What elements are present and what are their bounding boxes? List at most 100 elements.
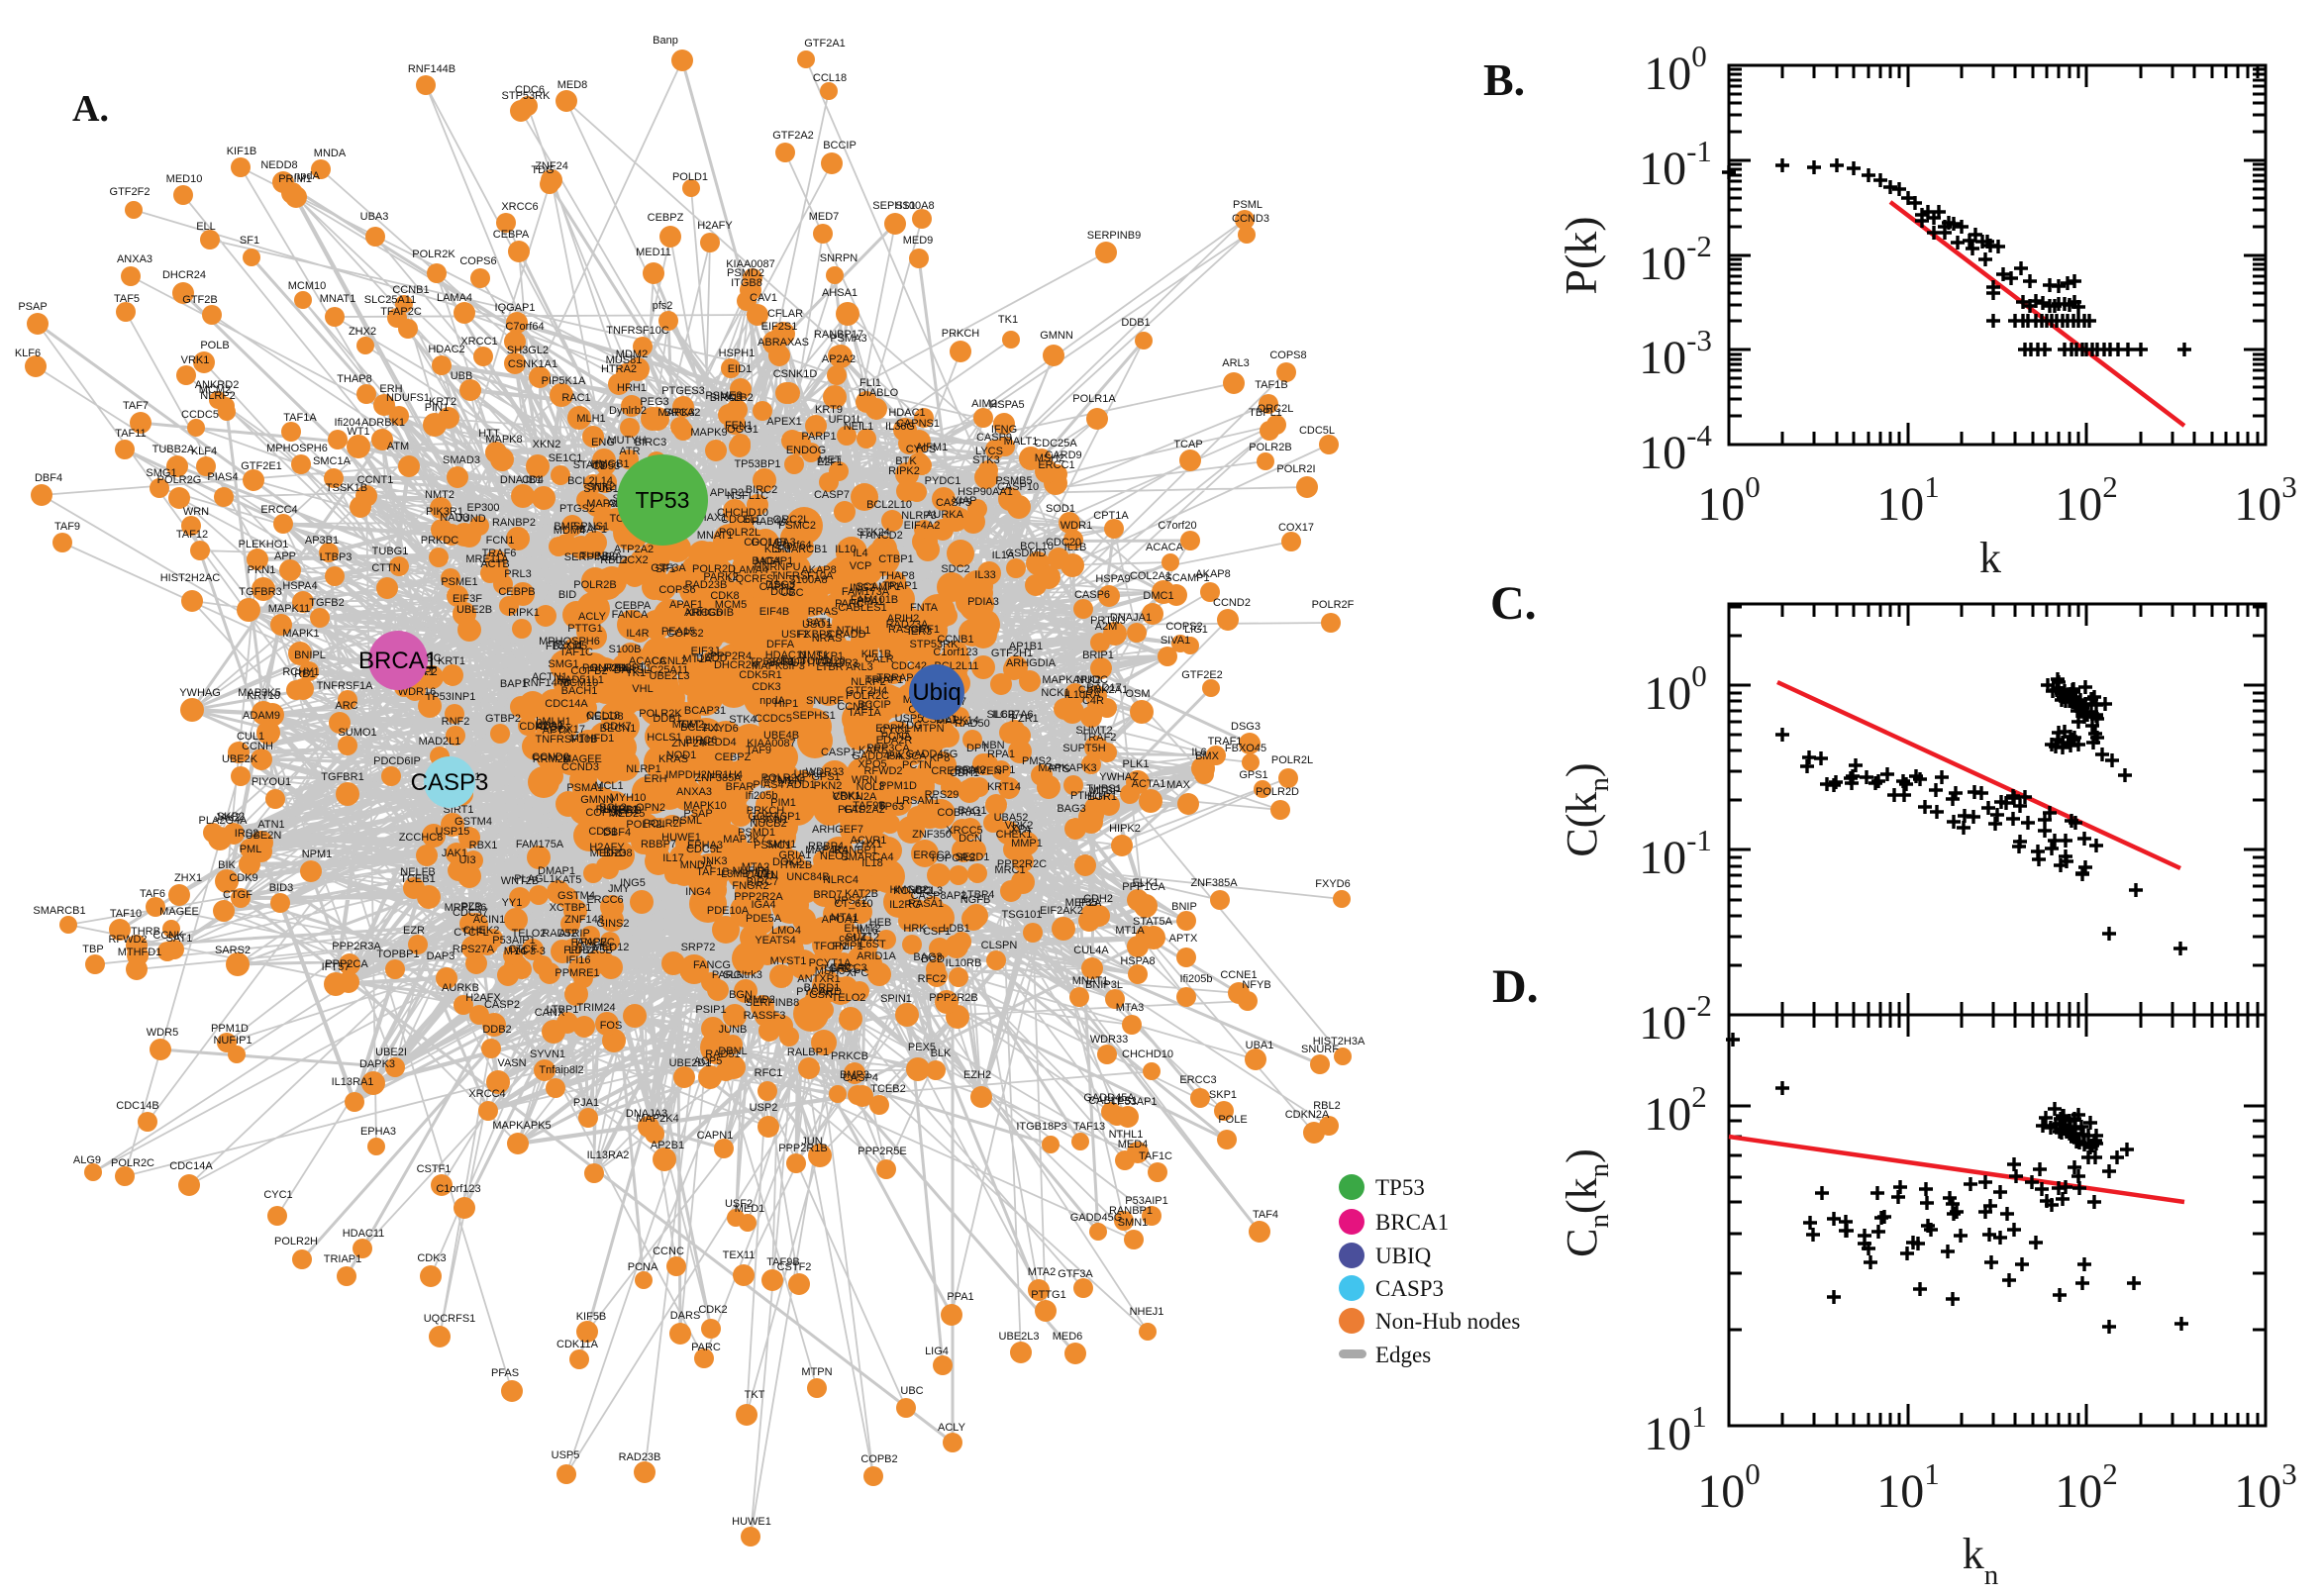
svg-text:RNF2: RNF2 — [442, 716, 470, 728]
svg-text:PDCD6IP: PDCD6IP — [373, 755, 421, 767]
svg-text:COPS8: COPS8 — [1269, 349, 1306, 361]
svg-text:MUTYH: MUTYH — [607, 435, 646, 447]
svg-text:TRAF6: TRAF6 — [482, 548, 517, 559]
svg-text:E2F1: E2F1 — [817, 456, 843, 468]
svg-text:DMC1: DMC1 — [1143, 590, 1173, 602]
svg-text:MED6: MED6 — [1053, 1331, 1083, 1343]
svg-text:NAD3: NAD3 — [440, 512, 468, 524]
svg-text:MCM2: MCM2 — [199, 384, 231, 396]
svg-text:C7orf64: C7orf64 — [505, 321, 544, 333]
svg-text:SMC1A: SMC1A — [313, 455, 352, 467]
svg-text:SNURF: SNURF — [806, 695, 844, 707]
svg-text:LYCS: LYCS — [975, 446, 1003, 457]
svg-text:SNURF: SNURF — [1301, 1044, 1339, 1055]
svg-text:NLRP2: NLRP2 — [200, 390, 235, 402]
svg-text:THBS1: THBS1 — [1086, 783, 1121, 795]
svg-text:IL13RA1: IL13RA1 — [332, 1076, 374, 1088]
svg-text:SLNtrk3: SLNtrk3 — [723, 969, 762, 981]
svg-text:CDC25A: CDC25A — [1034, 438, 1077, 449]
svg-text:SNRPN: SNRPN — [591, 662, 630, 674]
svg-text:MRC1: MRC1 — [994, 864, 1025, 876]
svg-text:IL4: IL4 — [853, 548, 867, 559]
svg-text:CPT1A: CPT1A — [1093, 510, 1129, 522]
svg-text:ERH: ERH — [379, 383, 402, 395]
svg-text:VRK1: VRK1 — [181, 354, 210, 366]
svg-text:UBA3: UBA3 — [794, 768, 823, 780]
svg-text:SIVA1: SIVA1 — [1161, 635, 1190, 647]
svg-text:KIF5B: KIF5B — [576, 1311, 607, 1323]
svg-text:RPS27A: RPS27A — [453, 944, 495, 955]
svg-text:APAF1: APAF1 — [669, 599, 703, 611]
svg-text:MED4: MED4 — [1118, 1139, 1149, 1150]
svg-text:RAD17: RAD17 — [1086, 682, 1121, 694]
svg-text:ARHGDIB: ARHGDIB — [684, 607, 734, 619]
svg-text:MDM2: MDM2 — [616, 349, 648, 360]
svg-text:SMN1: SMN1 — [1118, 1217, 1149, 1229]
svg-text:MAPKAPK3: MAPKAPK3 — [1038, 762, 1096, 774]
svg-text:FSCN1: FSCN1 — [753, 814, 788, 826]
svg-text:KRT14: KRT14 — [987, 781, 1021, 793]
svg-text:PLAGL1: PLAGL1 — [514, 873, 556, 885]
svg-text:MNDA: MNDA — [680, 859, 713, 871]
svg-text:OGG1: OGG1 — [727, 424, 758, 436]
svg-text:APTX: APTX — [1169, 933, 1198, 945]
svg-text:TK1: TK1 — [998, 314, 1018, 326]
svg-text:PSMB5: PSMB5 — [995, 475, 1032, 487]
svg-text:PPM1D: PPM1D — [211, 1023, 249, 1035]
svg-text:PTGES3: PTGES3 — [661, 385, 704, 397]
svg-text:TCEB1: TCEB1 — [400, 873, 435, 885]
svg-text:BTK: BTK — [895, 455, 917, 467]
svg-text:DHCR24: DHCR24 — [714, 659, 758, 671]
svg-text:LTBR: LTBR — [816, 661, 843, 673]
svg-text:MTHFD1: MTHFD1 — [570, 733, 615, 745]
svg-text:RIPK1: RIPK1 — [508, 607, 540, 619]
svg-text:GTBP2: GTBP2 — [485, 713, 521, 725]
svg-text:Banp: Banp — [780, 655, 806, 667]
svg-text:CDC14A: CDC14A — [545, 698, 588, 710]
svg-text:NLRP1: NLRP1 — [626, 763, 660, 775]
svg-text:CDK2: CDK2 — [698, 1304, 727, 1316]
svg-text:npdA: npdA — [759, 695, 785, 707]
svg-text:BIRC6: BIRC6 — [685, 735, 717, 747]
svg-text:TRAP1: TRAP1 — [882, 580, 917, 592]
svg-text:MSH3: MSH3 — [815, 965, 846, 977]
svg-text:TNFRSF1A: TNFRSF1A — [317, 680, 374, 692]
svg-text:A2M: A2M — [1095, 621, 1118, 633]
svg-text:CTBP1: CTBP1 — [878, 553, 913, 565]
svg-text:FZR1: FZR1 — [1011, 713, 1039, 725]
svg-text:RRAS: RRAS — [808, 606, 839, 618]
svg-text:XPA: XPA — [1010, 824, 1032, 836]
svg-text:PPP2CA: PPP2CA — [325, 958, 368, 970]
svg-text:PSMA3: PSMA3 — [830, 333, 866, 345]
svg-text:KIF1B: KIF1B — [227, 146, 257, 157]
svg-text:CAPN2: CAPN2 — [759, 581, 796, 593]
svg-text:EZH2: EZH2 — [963, 1069, 991, 1081]
svg-text:HTT: HTT — [478, 428, 500, 440]
svg-text:Tnfaip8l2: Tnfaip8l2 — [539, 1064, 583, 1076]
svg-text:CLSPN: CLSPN — [981, 940, 1018, 951]
svg-text:UQCRFS1: UQCRFS1 — [728, 573, 780, 585]
svg-text:TGFBR3: TGFBR3 — [239, 586, 281, 598]
svg-text:SMARCB1: SMARCB1 — [774, 544, 827, 555]
svg-text:HUWE1: HUWE1 — [732, 1516, 771, 1528]
svg-text:DDB2: DDB2 — [482, 1024, 511, 1036]
svg-text:LTBP4: LTBP4 — [962, 889, 995, 901]
svg-text:CEBPZ: CEBPZ — [715, 751, 752, 763]
svg-text:NELFB: NELFB — [400, 866, 435, 878]
svg-text:SOD1: SOD1 — [1046, 503, 1075, 515]
svg-text:CCNL2: CCNL2 — [652, 655, 687, 667]
svg-text:KRT2: KRT2 — [429, 396, 456, 408]
svg-text:GOLGA3: GOLGA3 — [751, 537, 795, 549]
svg-text:ATRIP: ATRIP — [558, 928, 590, 940]
svg-text:D.: D. — [1492, 960, 1539, 1013]
svg-text:MTHFD1: MTHFD1 — [118, 947, 162, 958]
svg-text:SAT1: SAT1 — [166, 933, 193, 945]
svg-text:GRIA1: GRIA1 — [778, 849, 811, 861]
svg-text:CDH2: CDH2 — [1083, 893, 1113, 905]
svg-text:CAV1: CAV1 — [750, 292, 777, 304]
svg-text:AIM2: AIM2 — [971, 398, 997, 410]
svg-text:GADD45A: GADD45A — [1083, 1092, 1135, 1104]
svg-text:RASGRF1: RASGRF1 — [888, 624, 940, 636]
svg-text:RAD50: RAD50 — [955, 718, 989, 730]
svg-text:CEBPA: CEBPA — [615, 600, 652, 612]
